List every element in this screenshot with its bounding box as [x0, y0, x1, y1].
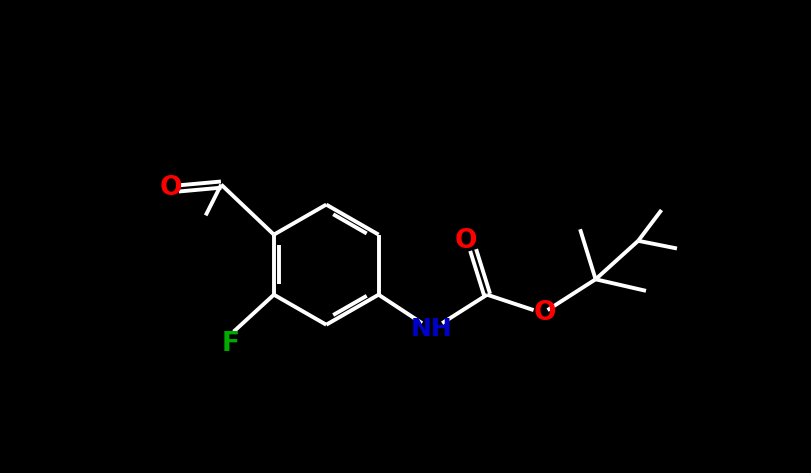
Text: O: O: [453, 228, 476, 254]
Text: NH: NH: [410, 317, 452, 342]
Text: O: O: [160, 175, 182, 201]
Text: F: F: [221, 331, 239, 357]
Text: O: O: [533, 300, 555, 326]
